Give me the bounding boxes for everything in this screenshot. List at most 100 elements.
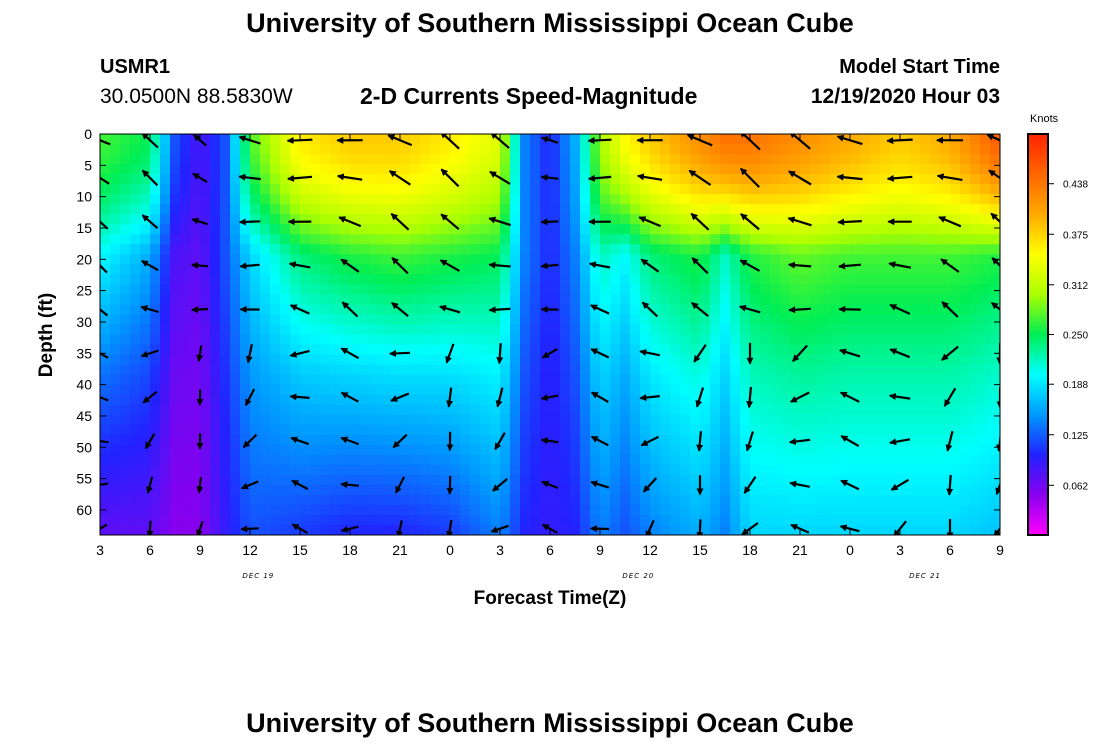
- heatmap-cell: [810, 334, 821, 346]
- heatmap-cell: [650, 434, 661, 446]
- heatmap-cell: [680, 434, 691, 446]
- heatmap-cell: [100, 194, 111, 205]
- heatmap-cell: [920, 284, 931, 296]
- heatmap-cell: [490, 414, 501, 426]
- heatmap-cell: [230, 514, 241, 526]
- heatmap-cell: [880, 294, 891, 306]
- current-vector-arrow: [995, 481, 1000, 496]
- heatmap-cell: [450, 444, 461, 456]
- heatmap-cell: [630, 404, 641, 416]
- heatmap-cell: [670, 334, 681, 346]
- heatmap-cell: [990, 484, 1000, 496]
- heatmap-cell: [440, 394, 451, 406]
- heatmap-cell: [470, 424, 481, 436]
- heatmap-cell: [370, 154, 381, 165]
- heatmap-cell: [890, 144, 901, 155]
- heatmap-cell: [570, 454, 581, 466]
- heatmap-cell: [320, 234, 331, 245]
- heatmap-cell: [720, 184, 731, 195]
- heatmap-cell: [540, 484, 551, 496]
- heatmap-cell: [580, 184, 591, 195]
- current-vector-arrow: [100, 396, 109, 402]
- heatmap-cell: [120, 434, 131, 446]
- heatmap-cell: [500, 184, 511, 195]
- heatmap-cell: [800, 474, 811, 486]
- heatmap-cell: [140, 284, 151, 296]
- heatmap-cell: [180, 284, 191, 296]
- heatmap-cell: [610, 344, 621, 356]
- heatmap-cell: [710, 484, 721, 496]
- heatmap-cell: [420, 384, 431, 396]
- heatmap-cell: [840, 354, 851, 366]
- heatmap-cell: [380, 444, 391, 456]
- heatmap-cell: [940, 284, 951, 296]
- heatmap-cell: [110, 424, 121, 436]
- heatmap-cell: [930, 344, 941, 356]
- heatmap-cell: [410, 434, 421, 446]
- heatmap-cell: [500, 454, 511, 466]
- heatmap-cell: [310, 144, 321, 155]
- heatmap-cell: [710, 344, 721, 356]
- heatmap-cell: [160, 444, 171, 456]
- heatmap-cell: [590, 424, 601, 436]
- heatmap-cell: [280, 344, 291, 356]
- heatmap-cell: [270, 134, 281, 145]
- heatmap-cell: [500, 364, 511, 376]
- heatmap-cell: [880, 144, 891, 155]
- heatmap-cell: [830, 464, 841, 476]
- heatmap-cell: [230, 194, 241, 205]
- heatmap-cell: [420, 234, 431, 245]
- heatmap-cell: [690, 224, 701, 235]
- heatmap-cell: [220, 424, 231, 436]
- heatmap-cell: [150, 314, 161, 326]
- heatmap-cell: [270, 424, 281, 436]
- heatmap-cell: [600, 244, 611, 255]
- heatmap-cell: [330, 134, 341, 145]
- heatmap-cell: [610, 384, 621, 396]
- heatmap-cell: [200, 434, 211, 446]
- current-vector-arrow: [540, 136, 559, 144]
- heatmap-cell: [600, 474, 611, 486]
- heatmap-cell: [370, 164, 381, 175]
- heatmap-cell: [870, 234, 881, 245]
- heatmap-cell: [290, 244, 301, 255]
- heatmap-cell: [910, 234, 921, 245]
- heatmap-cell: [980, 394, 991, 406]
- heatmap-cell: [150, 334, 161, 346]
- heatmap-cell: [870, 174, 881, 185]
- heatmap-cell: [120, 174, 131, 185]
- heatmap-cell: [280, 194, 291, 205]
- current-vector-arrow: [144, 433, 156, 450]
- heatmap-cell: [430, 194, 441, 205]
- heatmap-cell: [390, 464, 401, 476]
- heatmap-cell: [410, 134, 421, 145]
- heatmap-cell: [210, 484, 221, 496]
- heatmap-cell: [150, 504, 161, 516]
- heatmap-cell: [420, 264, 431, 275]
- heatmap-cell: [660, 454, 671, 466]
- heatmap-cell: [120, 334, 131, 346]
- heatmap-cell: [970, 404, 981, 416]
- heatmap-cell: [500, 284, 511, 296]
- heatmap-cell: [770, 254, 781, 265]
- heatmap-cell: [120, 444, 131, 456]
- heatmap-cell: [170, 354, 181, 366]
- heatmap-cell: [180, 144, 191, 155]
- heatmap-cell: [610, 424, 621, 436]
- heatmap-cell: [810, 264, 821, 275]
- heatmap-cell: [830, 144, 841, 155]
- heatmap-cell: [470, 514, 481, 526]
- heatmap-cell: [290, 494, 301, 506]
- heatmap-cell: [220, 384, 231, 396]
- heatmap-cell: [510, 464, 521, 476]
- heatmap-cell: [540, 264, 551, 275]
- heatmap-cell: [220, 464, 231, 476]
- heatmap-cell: [240, 484, 251, 496]
- heatmap-cell: [660, 294, 671, 306]
- heatmap-cell: [660, 234, 671, 245]
- heatmap-cell: [270, 494, 281, 506]
- heatmap-cell: [620, 174, 631, 185]
- heatmap-cell: [950, 484, 961, 496]
- heatmap-cell: [170, 384, 181, 396]
- heatmap-cell: [920, 354, 931, 366]
